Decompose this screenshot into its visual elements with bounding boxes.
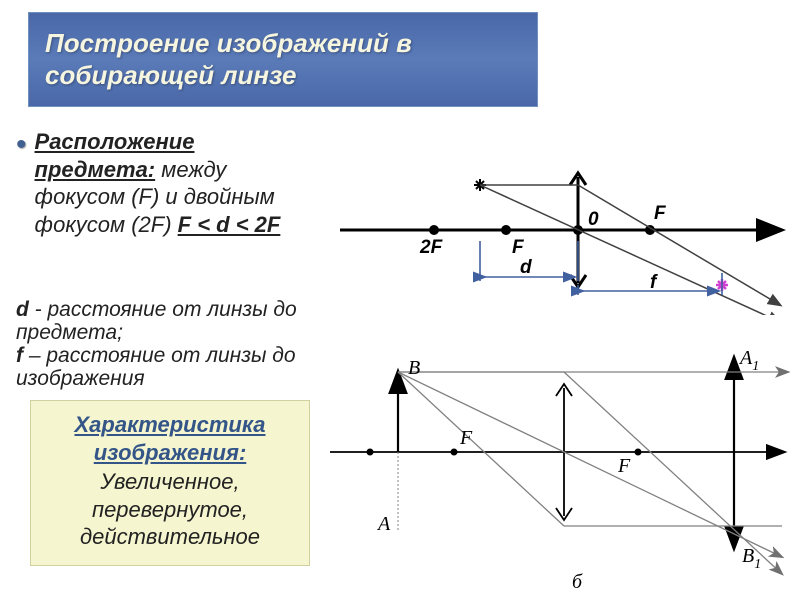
- label-A: A: [376, 513, 391, 535]
- ray-through-center: [480, 185, 780, 315]
- definitions: d - расстояние от линзы до предмета; f –…: [16, 298, 326, 390]
- char-title: Характеристика изображения:: [43, 411, 297, 466]
- label-2F: 2F: [419, 237, 444, 258]
- label-d: d: [520, 257, 532, 278]
- label-F-left: F: [512, 237, 525, 258]
- ray2-to-lens-bottom: [398, 372, 564, 526]
- ray2-through-F: [564, 372, 782, 574]
- def-f-line: f – расстояние от линзы до изображения: [16, 344, 326, 390]
- bullet-text: Расположение предмета: между фокусом (F)…: [35, 128, 314, 238]
- point-F-left-2: [451, 449, 458, 456]
- label-f: f: [650, 272, 658, 293]
- ray2-through-center: [398, 372, 782, 557]
- label-A1: A1: [738, 347, 759, 374]
- point-2F-left-2: [367, 449, 374, 456]
- label-F-right: F: [654, 203, 667, 224]
- diagram-lens-top: 2F F 0 F d f: [320, 145, 790, 315]
- ray-through-focus: [578, 185, 780, 305]
- title-box: Построение изображений в собирающей линз…: [28, 12, 538, 107]
- label-B: B: [408, 357, 420, 379]
- bullet-block: • Расположение предмета: между фокусом (…: [16, 128, 314, 238]
- characteristics-box: Характеристика изображения: Увеличенное,…: [30, 400, 310, 566]
- def-f-sym: f: [16, 344, 23, 367]
- label-B1: B1: [742, 545, 761, 572]
- diagram-lens-bottom: B A F F A1 B1 б: [322, 336, 792, 596]
- point-F-left: [501, 225, 511, 235]
- bullet-condition: F < d < 2F: [178, 212, 281, 237]
- def-f-text: – расстояние от линзы до изображения: [16, 344, 296, 390]
- page-title: Построение изображений в собирающей линз…: [45, 28, 521, 90]
- label-F2: F: [617, 455, 631, 477]
- def-d-sym: d: [16, 298, 29, 321]
- label-sub: б: [572, 571, 583, 593]
- def-d-line: d - расстояние от линзы до предмета;: [16, 298, 326, 344]
- point-2F: [429, 225, 439, 235]
- point-F-right-2: [635, 449, 642, 456]
- label-zero: 0: [588, 209, 599, 230]
- char-body: Увеличенное, перевернутое, действительно…: [43, 468, 297, 551]
- bullet-marker: •: [16, 130, 27, 238]
- label-F1: F: [459, 427, 473, 449]
- def-d-text: - расстояние от линзы до предмета;: [16, 298, 297, 344]
